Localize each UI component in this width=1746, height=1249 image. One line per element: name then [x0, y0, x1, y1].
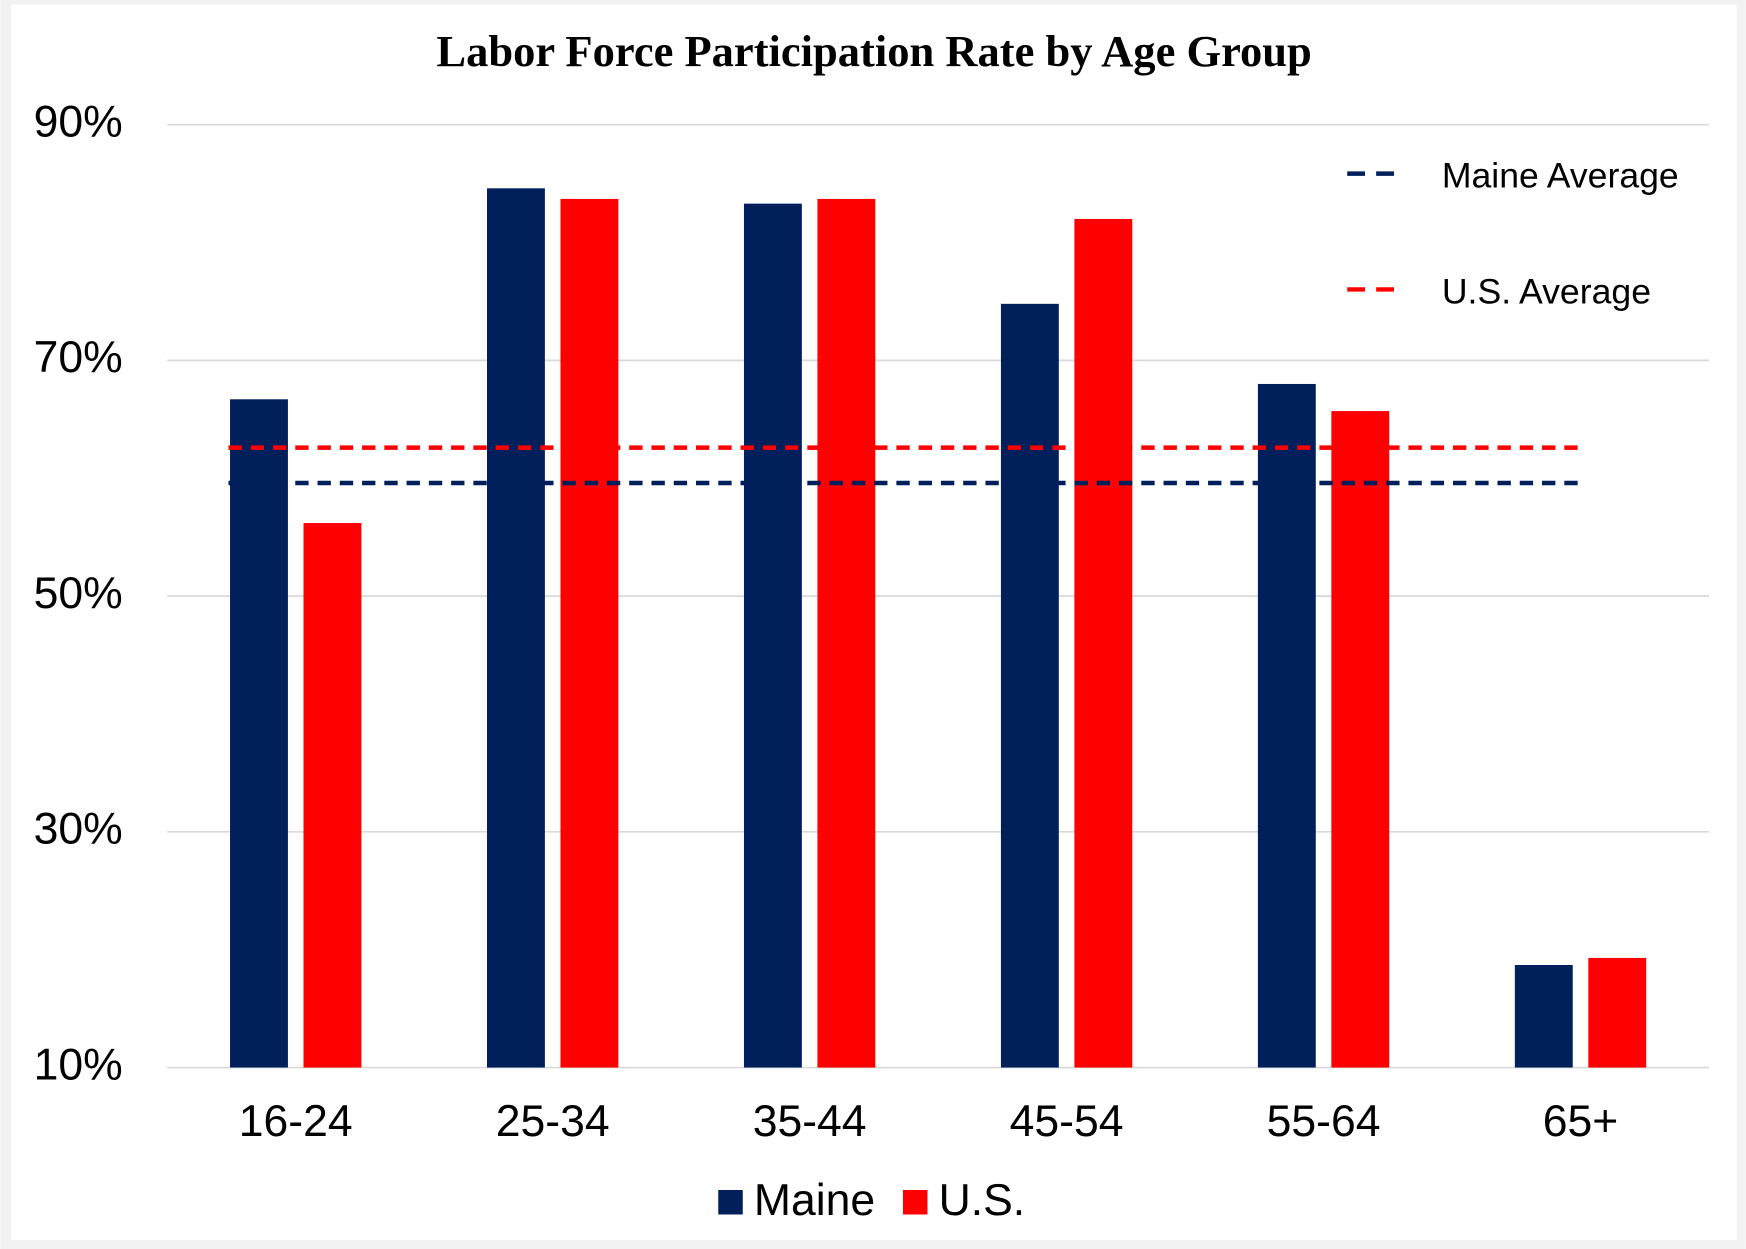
bar	[303, 523, 362, 1068]
x-tick-label: 25-34	[496, 1097, 610, 1146]
bar	[1588, 957, 1647, 1068]
x-tick-label: 55-64	[1267, 1097, 1381, 1146]
bar	[1000, 303, 1059, 1068]
x-tick-label: 65+	[1543, 1097, 1619, 1146]
legend-label: Maine Average	[1442, 156, 1679, 196]
legend-label: U.S.	[939, 1176, 1026, 1225]
x-tick-label: 45-54	[1010, 1097, 1124, 1146]
bar	[1257, 383, 1316, 1068]
legend-swatch	[718, 1190, 743, 1215]
y-tick-label: 50%	[34, 569, 123, 618]
bar	[743, 203, 802, 1068]
bar	[487, 188, 545, 1068]
bar	[1514, 965, 1573, 1068]
chart-title: Labor Force Participation Rate by Age Gr…	[436, 26, 1311, 76]
y-tick-label: 70%	[34, 333, 123, 382]
legend-swatch	[902, 1190, 928, 1215]
legend-label: Maine	[754, 1176, 875, 1225]
bar	[230, 399, 288, 1068]
bar	[1331, 411, 1390, 1068]
legend-label: U.S. Average	[1442, 271, 1651, 311]
y-tick-label: 10%	[34, 1040, 123, 1089]
bar	[817, 198, 876, 1068]
y-tick-label: 90%	[34, 97, 123, 146]
x-tick-label: 35-44	[753, 1097, 867, 1146]
y-tick-label: 30%	[34, 805, 123, 854]
bar	[1074, 218, 1133, 1068]
x-tick-label: 16-24	[239, 1097, 353, 1146]
bar	[560, 198, 619, 1068]
